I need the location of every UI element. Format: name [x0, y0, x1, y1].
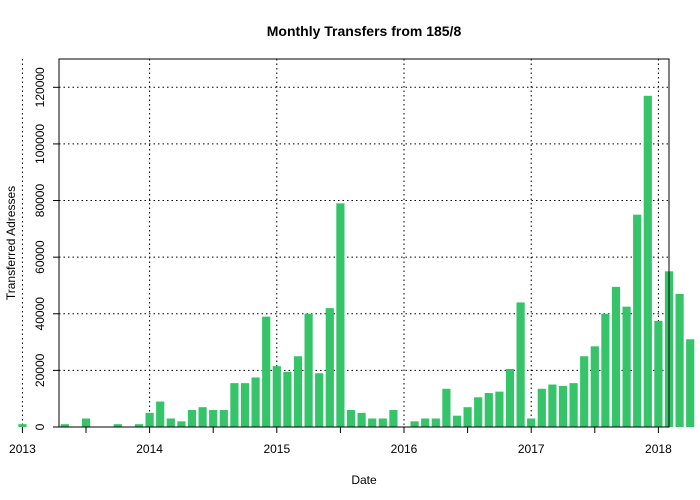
bar-2014-08 — [219, 410, 228, 427]
bar-2014-05 — [187, 410, 197, 427]
bar-2017-12 — [643, 95, 652, 428]
grid-lines — [21, 59, 669, 428]
bar-2015-12 — [389, 410, 398, 427]
y-tick-label: 0 — [33, 423, 47, 430]
bars — [18, 95, 695, 428]
bar-2013-07 — [81, 418, 91, 427]
x-tick-label: 2014 — [136, 442, 163, 456]
bar-2018-04 — [686, 339, 695, 427]
bar-2017-09 — [611, 286, 621, 427]
bar-2013-12 — [134, 424, 144, 427]
y-tick-label: 100000 — [33, 124, 47, 164]
bar-2018-03 — [675, 293, 684, 427]
y-tick-label: 60000 — [33, 240, 47, 274]
bar-2015-10 — [368, 418, 377, 427]
bar-2014-10 — [240, 383, 250, 427]
bar-2015-04 — [304, 313, 313, 427]
bar-2014-04 — [177, 421, 186, 427]
bar-2015-03 — [293, 356, 303, 427]
x-tick-label: 2018 — [645, 442, 672, 456]
x-axis-label: Date — [351, 473, 377, 487]
bar-2016-07 — [463, 407, 472, 427]
bar-2016-06 — [452, 415, 462, 427]
bar-2016-08 — [474, 397, 483, 427]
x-tick-label: 2015 — [263, 442, 290, 456]
y-tick-label: 120000 — [33, 67, 47, 107]
bar-2017-10 — [622, 306, 631, 427]
bar-2014-12 — [262, 316, 271, 427]
bar-2016-04 — [431, 418, 440, 427]
bar-2013-10 — [113, 424, 122, 427]
bar-2015-09 — [357, 412, 366, 427]
bar-2015-07 — [336, 203, 345, 427]
bar-2017-06 — [580, 356, 589, 427]
x-tick-label: 2017 — [518, 442, 545, 456]
bar-2016-09 — [484, 393, 493, 427]
bar-2014-11 — [251, 377, 260, 427]
bar-2017-02 — [537, 388, 546, 427]
bar-2014-03 — [166, 418, 175, 427]
bar-2015-05 — [315, 373, 324, 427]
plot-frame — [58, 58, 670, 428]
bar-2017-05 — [569, 383, 578, 427]
x-tick-label: 2013 — [9, 442, 36, 456]
bar-2015-08 — [346, 410, 356, 427]
bar-2017-01 — [527, 418, 536, 427]
bar-2015-02 — [283, 371, 292, 427]
bar-2017-04 — [558, 385, 568, 427]
bar-2016-10 — [495, 391, 504, 427]
bar-2016-05 — [442, 388, 451, 427]
y-tick-label: 80000 — [33, 184, 47, 218]
bar-2015-06 — [325, 308, 334, 427]
bar-2015-11 — [378, 418, 387, 427]
y-tick-label: 40000 — [33, 297, 47, 331]
bar-2013-01 — [18, 424, 27, 427]
y-tick-label: 20000 — [33, 353, 47, 387]
bar-2015-01 — [272, 366, 281, 427]
bar-2014-09 — [230, 383, 239, 427]
y-axis-label: Transferred Adresses — [4, 186, 18, 300]
chart-title: Monthly Transfers from 185/8 — [267, 23, 462, 39]
bar-2016-02 — [410, 421, 419, 427]
bar-2014-02 — [156, 401, 165, 427]
bar-2013-05 — [60, 424, 69, 427]
bar-2017-11 — [633, 214, 642, 427]
bar-2017-03 — [548, 384, 557, 427]
bar-2014-07 — [209, 410, 218, 427]
x-tick-label: 2016 — [391, 442, 418, 456]
bar-2017-08 — [601, 313, 610, 427]
bar-2016-12 — [516, 302, 525, 427]
bar-2016-03 — [421, 418, 430, 427]
bar-2014-06 — [198, 407, 207, 427]
bar-2017-07 — [590, 346, 599, 427]
axis-ticks: 0 20000 40000 60000 80000 100000 120000 2013 201… — [9, 67, 672, 456]
bar-2016-11 — [505, 368, 515, 427]
bar-2018-01 — [654, 320, 663, 427]
bar-2014-01 — [145, 412, 154, 427]
